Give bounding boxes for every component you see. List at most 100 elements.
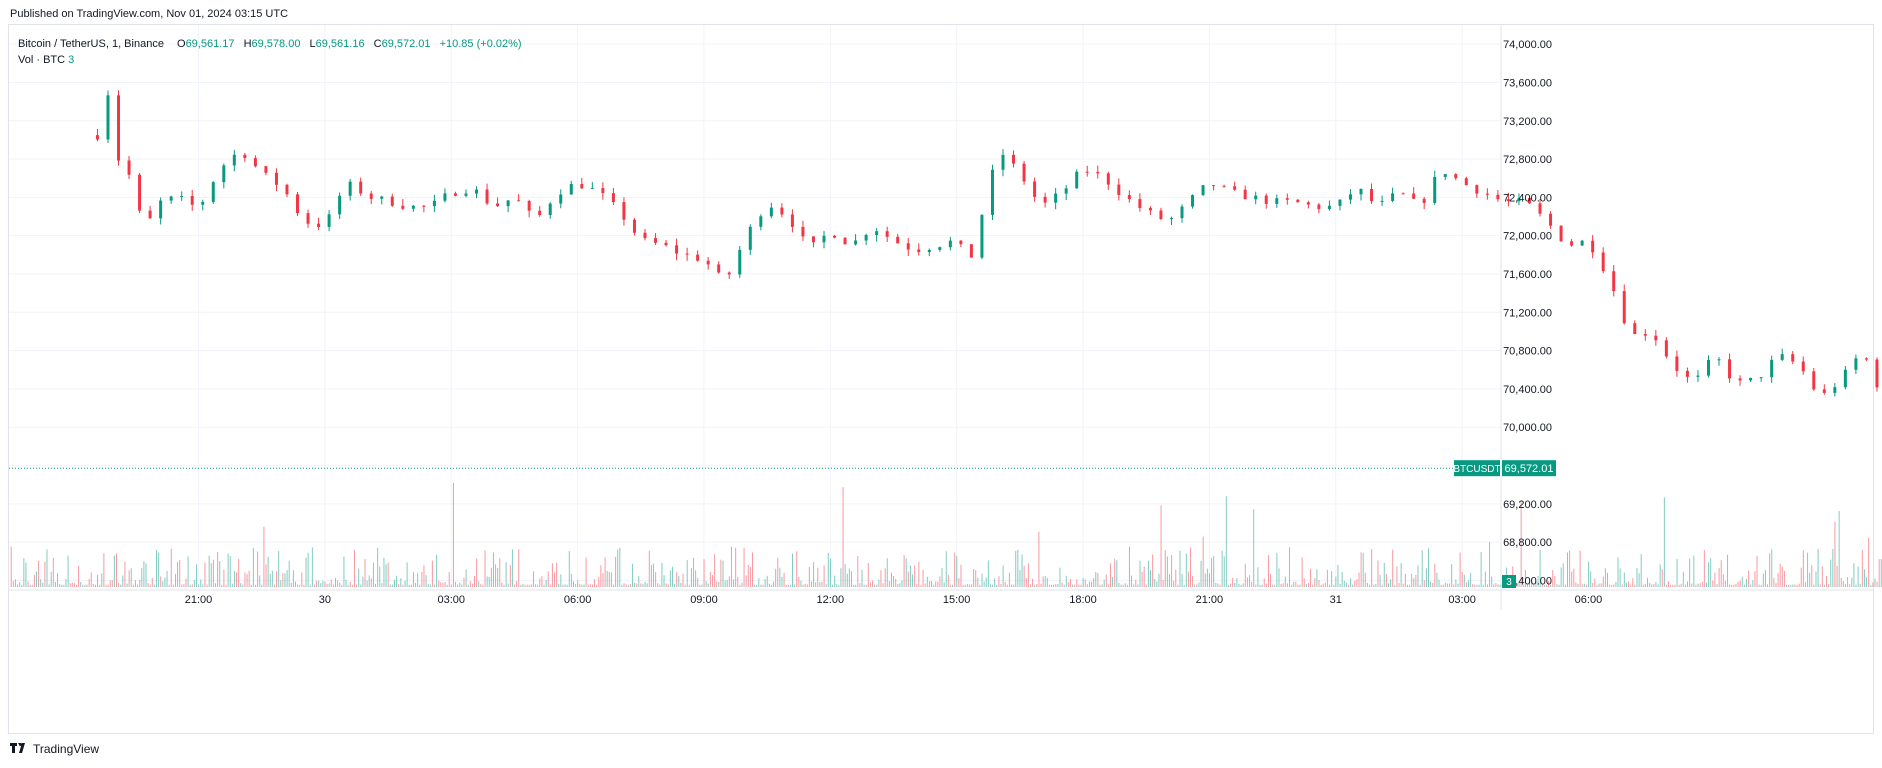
candle-body [359, 181, 363, 194]
volume-bar [625, 584, 627, 587]
volume-bar [145, 563, 147, 587]
volume-bar [1861, 549, 1863, 587]
volume-bar [492, 552, 494, 587]
volume-bar [524, 584, 526, 587]
volume-bar [1777, 572, 1779, 587]
volume-bar [1156, 581, 1158, 587]
volume-bar [480, 584, 482, 587]
volume-bar [1234, 582, 1236, 587]
volume-bar [926, 576, 928, 587]
volume-bar [292, 570, 294, 587]
volume-bar [206, 584, 208, 587]
volume-bar [901, 580, 903, 587]
volume-bar [1670, 584, 1672, 587]
volume-bar [549, 584, 551, 587]
candle-body [338, 195, 342, 215]
volume-bar [1676, 558, 1678, 587]
volume-bar [1468, 580, 1470, 587]
volume-bar [1072, 584, 1074, 587]
volume-bar [983, 581, 985, 587]
candle-body [369, 193, 373, 199]
volume-bar [200, 579, 202, 587]
volume-bar [174, 573, 176, 587]
volume-bar [1550, 584, 1552, 587]
volume-bar [1863, 569, 1865, 587]
volume-bar [1387, 583, 1389, 587]
volume-bar [1080, 584, 1082, 587]
volume-bar [71, 582, 73, 587]
volume-bar [1329, 584, 1331, 587]
volume-bar [421, 571, 423, 587]
volume-bar [1653, 584, 1655, 587]
legend-symbol[interactable]: Bitcoin / TetherUS, 1, Binance [18, 38, 164, 50]
volume-bar [1748, 570, 1750, 587]
volume-bar [40, 579, 42, 587]
volume-bar [339, 582, 341, 587]
volume-bar [1594, 578, 1596, 587]
volume-bar [219, 561, 221, 587]
volume-bar [1539, 550, 1541, 587]
legend-volume-row[interactable]: Vol · BTC 3 [18, 52, 522, 68]
last-price-label-bg [1502, 460, 1556, 477]
volume-bar [1617, 557, 1619, 587]
volume-bar [1745, 579, 1747, 587]
volume-bar [1101, 584, 1103, 587]
volume-bar [149, 584, 151, 587]
volume-bar [1059, 567, 1061, 587]
volume-bar [952, 584, 954, 587]
volume-bar [1823, 584, 1825, 587]
volume-bar [1406, 584, 1408, 587]
candle-body [1706, 359, 1710, 376]
volume-bar [697, 577, 699, 587]
volume-bar [684, 584, 686, 587]
volume-bar [1345, 582, 1347, 587]
volume-bar [177, 562, 179, 587]
volume-bar [905, 558, 907, 587]
volume-bar [1236, 578, 1238, 587]
volume-bar [1661, 569, 1663, 587]
volume-bar [781, 576, 783, 587]
volume-bar [547, 571, 549, 587]
volume-bar [431, 560, 433, 587]
volume-bar [916, 584, 918, 587]
volume-bar [501, 582, 503, 587]
volume-bar [1497, 584, 1499, 587]
volume-bar [1786, 584, 1788, 587]
volume-bar [1522, 584, 1524, 587]
volume-bar [1187, 571, 1189, 587]
candle-body [296, 194, 300, 214]
volume-bar [1042, 576, 1044, 587]
volume-bar [1255, 584, 1257, 587]
volume-bar [949, 584, 951, 587]
x-tick-label: 12:00 [817, 594, 845, 606]
volume-bar [1596, 584, 1598, 587]
volume-bar [236, 572, 238, 587]
volume-bar [1851, 577, 1853, 587]
volume-bar [1067, 582, 1069, 587]
volume-bar [657, 583, 659, 587]
volume-bar [777, 557, 779, 587]
x-tick-label: 09:00 [690, 594, 718, 606]
footer-brand[interactable]: TradingView [10, 742, 99, 756]
volume-bar [1411, 573, 1413, 587]
candle-body [1464, 178, 1468, 186]
candle-body [696, 254, 700, 261]
volume-bar [1053, 584, 1055, 587]
volume-bar [337, 580, 339, 587]
volume-bar [1048, 584, 1050, 587]
volume-bar [433, 584, 435, 587]
volume-bar [914, 565, 916, 587]
volume-bar [1015, 550, 1017, 587]
volume-bar [1227, 584, 1229, 587]
volume-bar [164, 577, 166, 587]
volume-bar [823, 565, 825, 587]
volume-bar [185, 578, 187, 587]
y-tick-label: 73,200.00 [1503, 116, 1552, 128]
volume-bar [1373, 584, 1375, 587]
volume-bar [1558, 584, 1560, 587]
volume-bar [65, 579, 67, 587]
volume-bar [678, 576, 680, 587]
candle-body [180, 196, 184, 198]
volume-bar [1326, 569, 1328, 587]
